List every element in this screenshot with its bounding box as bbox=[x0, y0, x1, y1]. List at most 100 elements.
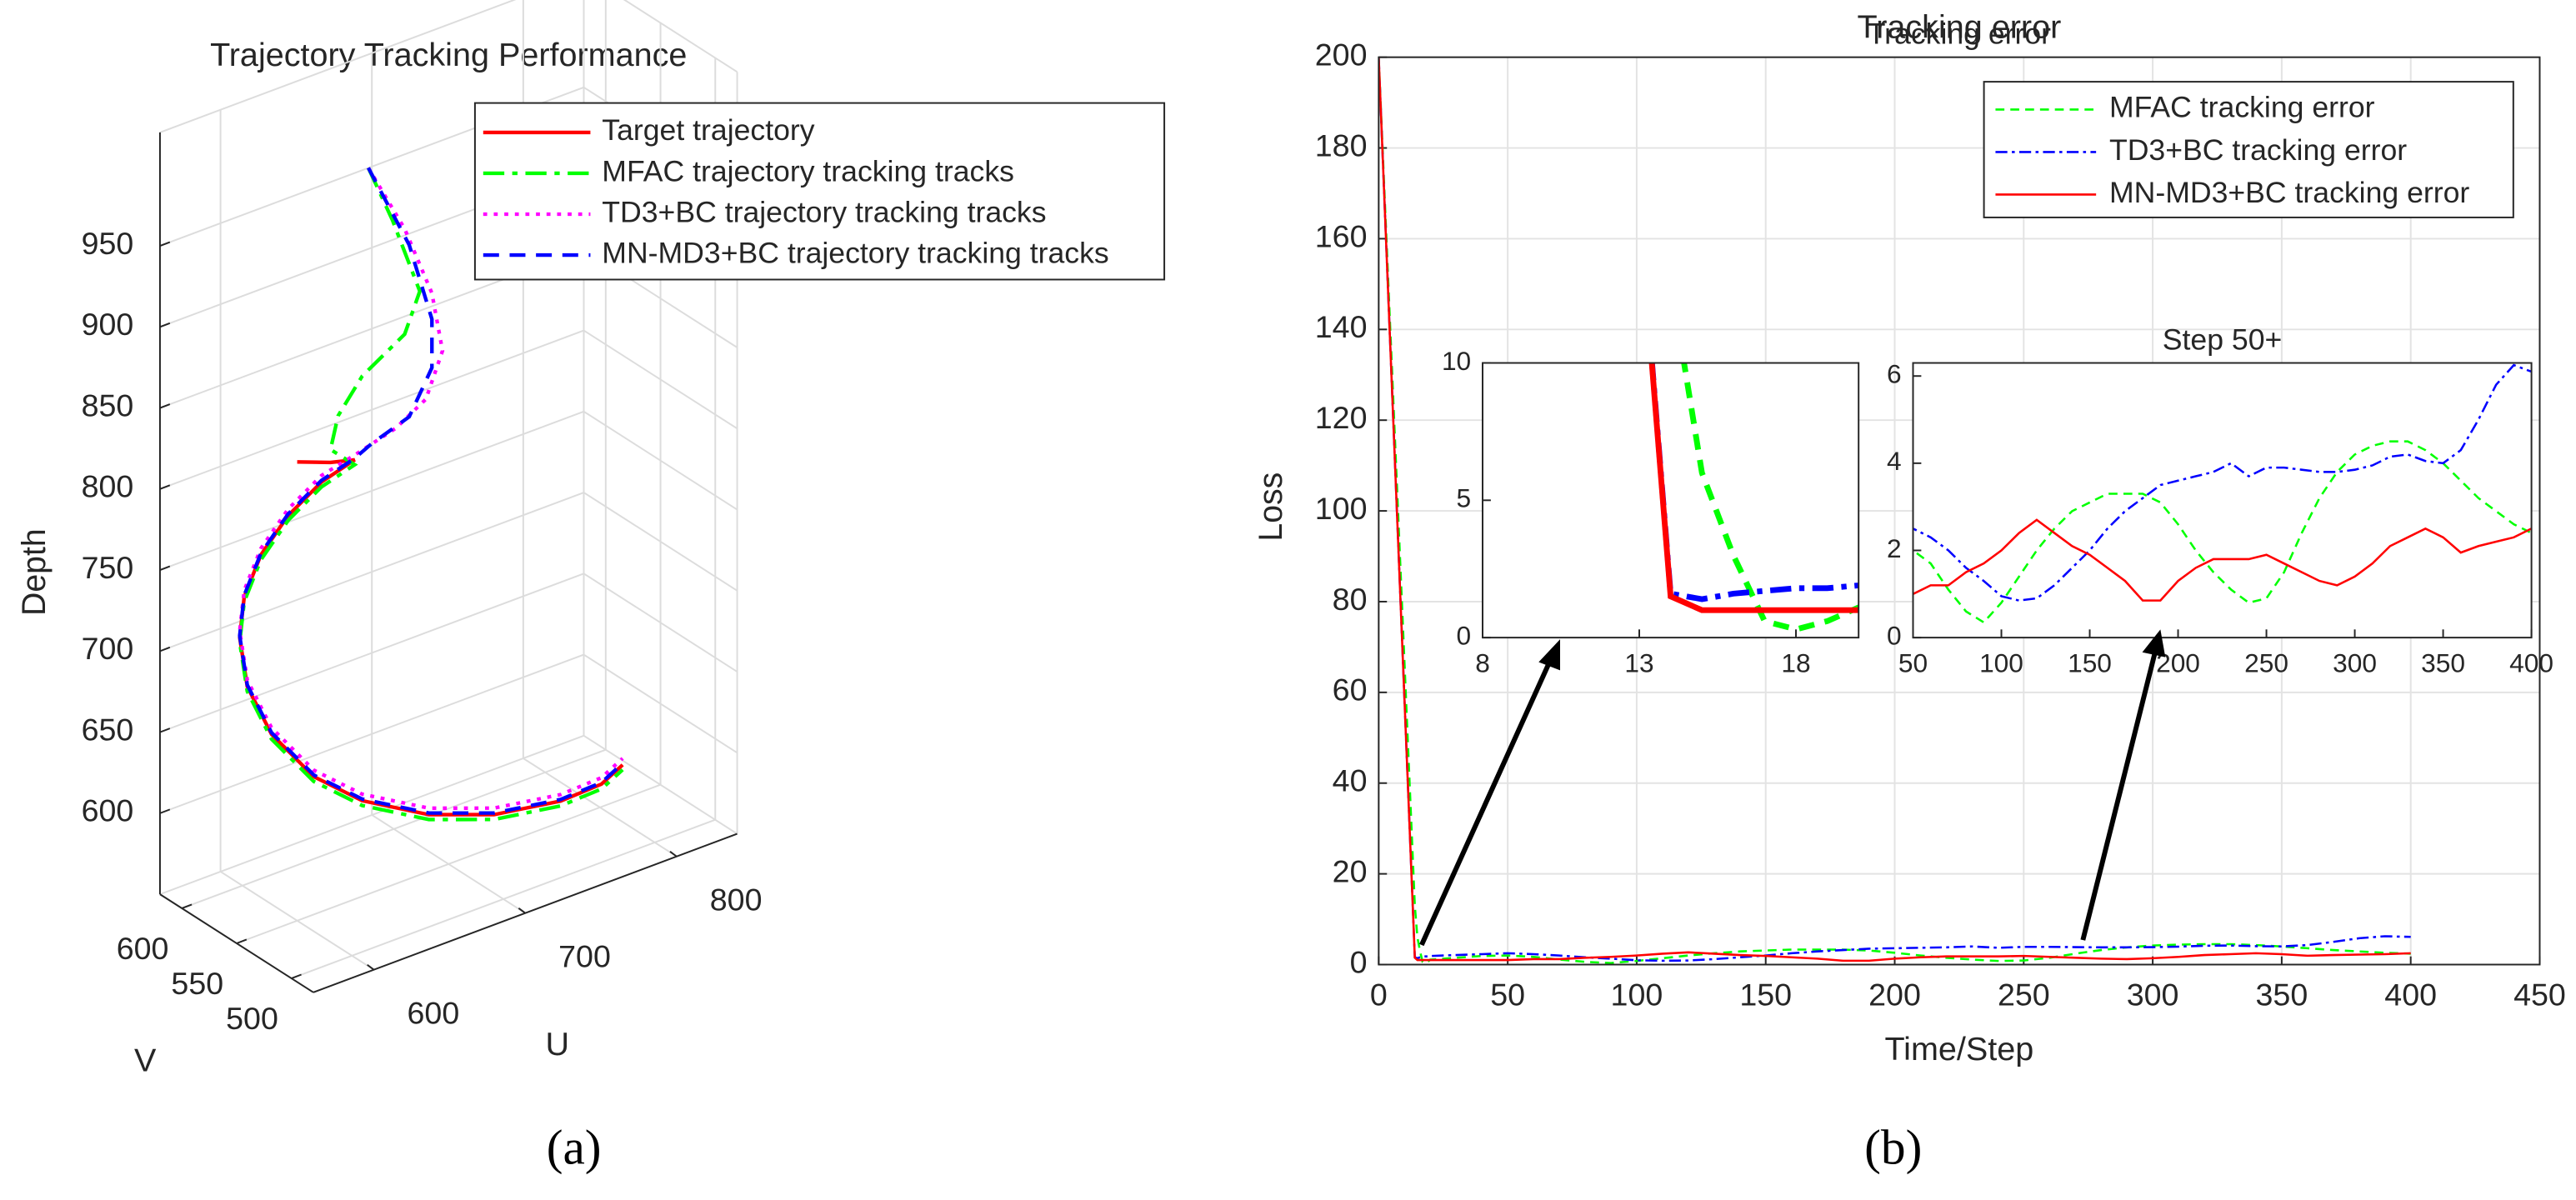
y-tick-label: 60 bbox=[1333, 672, 1368, 708]
z-axis-label: Depth bbox=[16, 528, 53, 616]
y-tick-label: 200 bbox=[1315, 38, 1368, 72]
tick-mark bbox=[159, 728, 171, 733]
series-line bbox=[1378, 57, 2411, 962]
x-tick-label: 13 bbox=[1624, 648, 1653, 678]
z-tick-label: 600 bbox=[82, 793, 134, 828]
tick-mark bbox=[159, 646, 171, 652]
x-tick-label: 450 bbox=[2513, 978, 2566, 1012]
tick-mark bbox=[669, 851, 678, 858]
x-tick-label: 50 bbox=[1898, 648, 1928, 678]
legend-label: MN-MD3+BC trajectory tracking tracks bbox=[602, 237, 1108, 270]
tick-mark bbox=[291, 973, 302, 979]
plot-area bbox=[1913, 362, 2532, 638]
axes-box bbox=[1378, 56, 2541, 966]
tick-mark bbox=[236, 938, 248, 944]
x-tick-label: 800 bbox=[710, 882, 763, 918]
z-tick-label: 700 bbox=[82, 631, 134, 666]
chart-title: Trajectory Tracking Performance bbox=[210, 37, 687, 73]
tick-mark bbox=[518, 908, 526, 914]
tick-mark bbox=[159, 322, 171, 328]
x-tick-label: 100 bbox=[1979, 648, 2023, 678]
y-tick-label: 5 bbox=[1457, 483, 1472, 513]
legend-label: MFAC trajectory tracking tracks bbox=[602, 154, 1014, 188]
x-axis-label: Time/Step bbox=[1884, 1031, 2033, 1068]
x-tick-label: 400 bbox=[2384, 978, 2437, 1012]
y-axis-label: Loss bbox=[1253, 472, 1289, 542]
x-axis-label: U bbox=[546, 1026, 570, 1062]
y-tick-label: 0 bbox=[1350, 944, 1368, 979]
x-tick-label: 250 bbox=[2244, 648, 2288, 678]
x-tick-label: 400 bbox=[2509, 648, 2553, 678]
x-tick-label: 250 bbox=[1998, 978, 2050, 1012]
x-tick-label: 300 bbox=[2333, 648, 2377, 678]
x-tick-label: 700 bbox=[558, 939, 611, 974]
tick-mark bbox=[159, 403, 171, 409]
y-tick-label: 0 bbox=[1887, 621, 1902, 651]
inset-title: Step 50+ bbox=[2163, 322, 2283, 356]
y-axis-label: V bbox=[134, 1042, 157, 1079]
series-line bbox=[1913, 363, 2532, 602]
y-tick-label: 500 bbox=[226, 1001, 278, 1036]
tick-mark bbox=[367, 963, 375, 971]
y-tick-label: 6 bbox=[1887, 359, 1902, 389]
legend-box bbox=[473, 102, 1166, 281]
x-tick-label: 150 bbox=[1739, 978, 1792, 1012]
arrow-shaft bbox=[2080, 650, 2158, 941]
y-tick-label: 0 bbox=[1457, 621, 1472, 651]
legend-label: TD3+BC trajectory tracking tracks bbox=[602, 195, 1046, 228]
caption: (a) bbox=[547, 1120, 602, 1175]
x-tick-label: 350 bbox=[2421, 648, 2465, 678]
x-tick-label: 0 bbox=[1370, 978, 1388, 1012]
z-tick-label: 900 bbox=[82, 307, 134, 342]
y-tick-label: 10 bbox=[1442, 346, 1471, 376]
x-tick-label: 8 bbox=[1475, 648, 1490, 678]
y-tick-label: 4 bbox=[1887, 446, 1902, 476]
y-tick-label: 600 bbox=[117, 931, 169, 966]
axes-box bbox=[1482, 362, 1860, 639]
y-tick-label: 80 bbox=[1333, 582, 1368, 617]
arrow-shaft bbox=[1419, 659, 1553, 947]
tick-mark bbox=[159, 565, 171, 572]
axes-box bbox=[1912, 362, 2533, 639]
y-tick-label: 120 bbox=[1315, 400, 1368, 435]
y-tick-label: 140 bbox=[1315, 309, 1368, 344]
z-tick-label: 950 bbox=[82, 226, 134, 261]
tick-mark bbox=[181, 903, 193, 909]
x-tick-label: 350 bbox=[2256, 978, 2308, 1012]
tick-mark bbox=[159, 241, 171, 247]
inset-title: Tracking error bbox=[1868, 18, 2051, 51]
y-tick-label: 180 bbox=[1315, 128, 1368, 163]
chart-title: Tracking error bbox=[1858, 9, 2062, 46]
x-tick-label: 18 bbox=[1781, 648, 1810, 678]
legend-label: TD3+BC tracking error bbox=[2109, 133, 2407, 167]
arrows bbox=[1419, 629, 2166, 947]
legend-label: Target trajectory bbox=[602, 113, 815, 147]
x-tick-label: 200 bbox=[1868, 978, 1921, 1012]
grid-line bbox=[236, 783, 661, 944]
z-tick-label: 650 bbox=[82, 712, 134, 748]
tick-mark bbox=[159, 484, 171, 490]
trajectory bbox=[238, 167, 624, 822]
y-tick-label: 40 bbox=[1333, 763, 1368, 798]
tick-mark bbox=[159, 808, 171, 814]
y-tick-label: 100 bbox=[1315, 491, 1368, 526]
series-line bbox=[1378, 57, 2411, 965]
grid-line bbox=[181, 748, 607, 909]
legend-label: MFAC tracking error bbox=[2109, 91, 2375, 124]
y-tick-label: 550 bbox=[171, 966, 223, 1001]
x-tick-label: 50 bbox=[1490, 978, 1525, 1012]
arrow-head bbox=[2142, 629, 2166, 658]
series-line bbox=[1913, 518, 2532, 602]
x-tick-label: 100 bbox=[1611, 978, 1663, 1012]
x-tick-label: 300 bbox=[2127, 978, 2179, 1012]
grid-line bbox=[291, 818, 716, 979]
series-line bbox=[1378, 57, 2411, 962]
x-tick-label: 150 bbox=[2068, 648, 2112, 678]
y-tick-label: 20 bbox=[1333, 854, 1368, 889]
z-tick-label: 800 bbox=[82, 469, 134, 504]
y-tick-label: 160 bbox=[1315, 218, 1368, 253]
x-tick-label: 600 bbox=[408, 996, 460, 1031]
legend-label: MN-MD3+BC tracking error bbox=[2109, 176, 2469, 209]
